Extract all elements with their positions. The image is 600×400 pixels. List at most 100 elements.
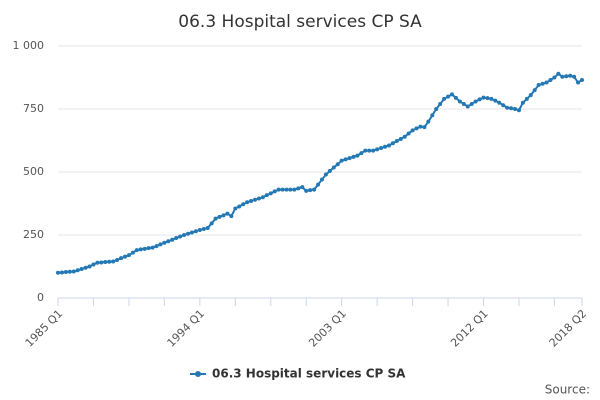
data-point	[524, 96, 529, 101]
data-point	[497, 100, 502, 105]
data-point	[95, 260, 100, 265]
data-point	[56, 270, 60, 275]
data-point	[197, 227, 202, 232]
data-point	[513, 107, 518, 111]
data-point	[572, 74, 577, 79]
data-point	[213, 216, 218, 221]
data-point	[394, 139, 399, 144]
data-point	[379, 146, 384, 151]
data-point	[485, 96, 490, 101]
data-point	[260, 195, 265, 200]
data-point	[182, 233, 187, 237]
data-point	[209, 221, 214, 226]
data-point	[193, 229, 198, 234]
data-point	[481, 95, 486, 100]
data-point	[371, 148, 376, 153]
data-point	[383, 144, 388, 149]
x-tick-label: 1994 Q1	[165, 307, 208, 350]
data-point	[83, 265, 88, 270]
data-point	[465, 104, 470, 109]
y-tick-label: 500	[23, 165, 44, 178]
data-point	[233, 206, 238, 211]
data-point	[268, 191, 273, 196]
y-tick-label: 250	[23, 228, 44, 241]
x-tick-label: 1985 Q1	[23, 307, 66, 350]
data-point	[166, 239, 171, 244]
data-point	[189, 230, 194, 235]
data-point	[103, 259, 108, 264]
data-point	[221, 213, 226, 218]
chart-title: 06.3 Hospital services CP SA	[178, 12, 422, 32]
data-point	[469, 101, 474, 106]
data-point	[288, 187, 293, 192]
data-point	[300, 185, 305, 190]
data-point	[548, 78, 553, 83]
data-point	[438, 101, 443, 106]
data-point	[477, 97, 482, 102]
data-point	[556, 71, 561, 76]
data-point	[99, 260, 104, 265]
data-point	[505, 105, 510, 110]
data-point	[130, 250, 135, 255]
data-point	[122, 254, 127, 259]
data-point	[91, 262, 96, 267]
data-point	[79, 267, 84, 272]
data-point	[186, 231, 191, 236]
data-point	[158, 242, 163, 247]
y-tick-label: 750	[23, 102, 44, 115]
legend-marker	[195, 371, 201, 377]
data-point	[453, 95, 458, 100]
data-point	[532, 88, 537, 93]
data-point	[398, 136, 403, 141]
data-point	[87, 264, 92, 269]
data-point	[272, 189, 277, 194]
data-point	[560, 74, 565, 79]
data-point	[516, 108, 521, 113]
data-point	[410, 128, 415, 133]
data-point	[351, 154, 356, 159]
data-point	[284, 187, 289, 192]
data-point	[335, 162, 340, 167]
data-point	[296, 186, 301, 191]
data-point	[501, 103, 506, 108]
data-point	[552, 75, 557, 80]
data-point	[339, 158, 344, 163]
data-point	[528, 93, 533, 98]
data-point	[509, 106, 514, 111]
data-point	[142, 246, 147, 251]
data-point	[134, 248, 139, 253]
source-note: Source:	[545, 383, 590, 397]
data-point	[241, 202, 246, 207]
data-point	[422, 125, 427, 130]
x-tick-label: 2003 Q1	[306, 307, 349, 350]
data-point	[217, 214, 222, 219]
data-point	[225, 211, 230, 216]
data-point	[119, 256, 124, 261]
data-point	[252, 197, 257, 202]
data-point	[363, 148, 368, 153]
data-point	[63, 270, 68, 275]
data-point	[426, 119, 431, 124]
data-point	[461, 101, 466, 106]
x-tick-label: 2018 Q2	[547, 307, 590, 350]
data-point	[331, 165, 336, 170]
data-point	[75, 268, 80, 273]
data-point	[59, 270, 64, 275]
data-point	[449, 92, 454, 97]
data-point	[402, 134, 407, 139]
data-point	[375, 147, 380, 152]
data-point	[170, 237, 175, 242]
data-point	[386, 143, 391, 148]
data-point	[67, 269, 72, 274]
data-point	[536, 83, 541, 88]
data-point	[205, 225, 210, 230]
data-point	[126, 253, 131, 258]
data-point	[390, 141, 395, 146]
data-point	[347, 156, 352, 161]
data-point	[264, 193, 269, 198]
data-point	[355, 153, 360, 158]
data-point	[489, 96, 494, 101]
data-point	[178, 234, 183, 239]
data-point	[256, 196, 261, 201]
